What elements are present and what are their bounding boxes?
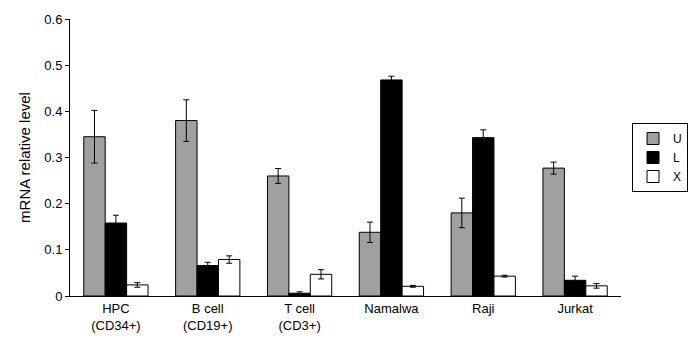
svg-text:0: 0 <box>55 289 62 304</box>
svg-text:0.6: 0.6 <box>44 12 62 27</box>
svg-text:0.3: 0.3 <box>44 150 62 165</box>
svg-text:Namalwa: Namalwa <box>364 301 419 316</box>
svg-text:Jurkat: Jurkat <box>557 301 593 316</box>
svg-text:Raji: Raji <box>472 301 495 316</box>
svg-text:0.5: 0.5 <box>44 58 62 73</box>
svg-text:HPC(CD34+): HPC(CD34+) <box>91 301 141 333</box>
svg-text:B cell(CD19+): B cell(CD19+) <box>183 301 233 333</box>
svg-text:mRNA relative level: mRNA relative level <box>16 92 33 223</box>
svg-text:0.1: 0.1 <box>44 242 62 257</box>
svg-text:T cell(CD3+): T cell(CD3+) <box>278 301 320 333</box>
svg-text:U: U <box>673 132 682 146</box>
svg-text:0.4: 0.4 <box>44 104 62 119</box>
svg-text:X: X <box>673 170 681 184</box>
svg-text:0.2: 0.2 <box>44 196 62 211</box>
svg-text:L: L <box>673 151 680 165</box>
